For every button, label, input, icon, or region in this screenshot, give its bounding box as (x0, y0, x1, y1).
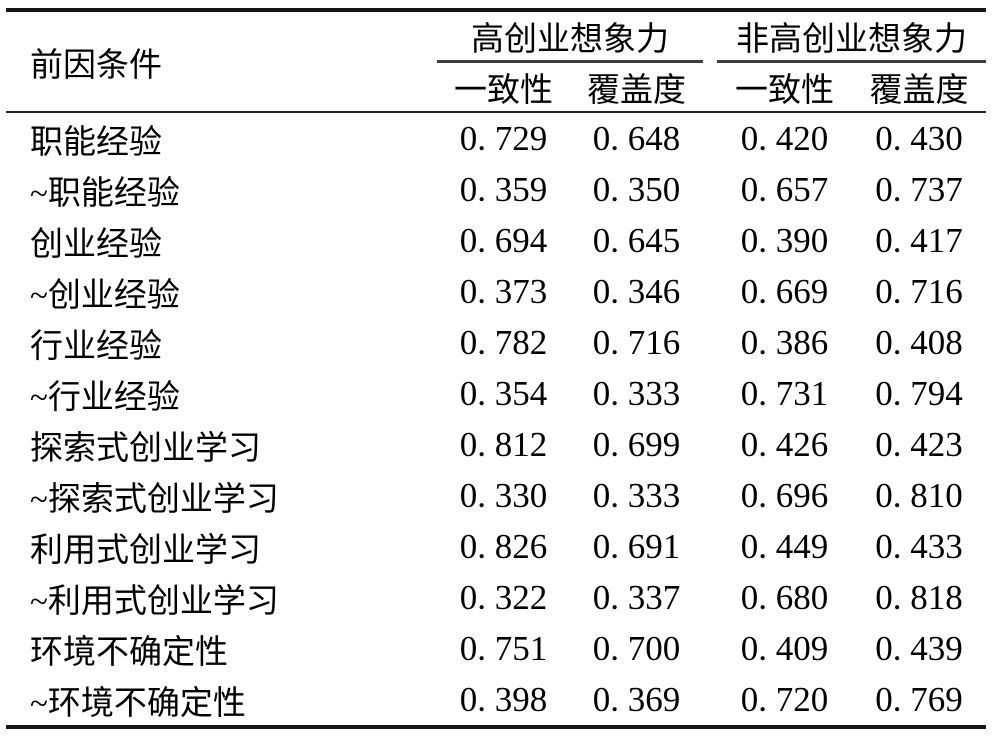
g2-consistency-value: 0. 669 (740, 271, 829, 311)
g1-coverage-value: 0. 346 (592, 271, 681, 311)
g2-consistency-value: 0. 386 (740, 322, 829, 362)
header-row-groups: 前因条件 高创业想象力 非高创业想象力 (6, 10, 986, 84)
condition-label: 行业经验 (30, 328, 162, 365)
column-gap-spacer (703, 368, 717, 419)
g2-consistency-value: 0. 390 (740, 220, 829, 260)
g1-coverage-value: 0. 369 (592, 679, 681, 719)
g2-consistency-value: 0. 731 (740, 373, 829, 413)
table-row: ~利用式创业学习 0. 322 0. 337 0. 680 0. 818 (6, 572, 986, 623)
g2-coverage-value: 0. 439 (875, 628, 963, 668)
subheader-g2-coverage: 覆盖度 (869, 73, 969, 109)
condition-label: ~创业经验 (30, 277, 180, 314)
condition-label: 利用式创业学习 (30, 532, 261, 569)
g1-consistency-value: 0. 359 (459, 169, 548, 209)
g2-coverage-value: 0. 423 (875, 424, 963, 464)
column-gap-spacer (703, 112, 717, 164)
column-gap-spacer (703, 521, 717, 572)
g1-consistency-value: 0. 398 (459, 679, 548, 719)
condition-label: 职能经验 (30, 124, 162, 161)
column-gap-spacer (703, 674, 717, 727)
column-gap-spacer (703, 164, 717, 215)
qca-results-table: 前因条件 高创业想象力 非高创业想象力 一致性 覆盖度 一致性 覆盖度 职能经验… (6, 8, 986, 729)
subheader-g2-consistency: 一致性 (735, 73, 834, 109)
g1-coverage-value: 0. 333 (592, 373, 681, 413)
g1-consistency-value: 0. 330 (459, 475, 548, 515)
column-gap-spacer (703, 266, 717, 317)
g2-coverage-value: 0. 794 (875, 373, 963, 413)
table-header: 前因条件 高创业想象力 非高创业想象力 一致性 覆盖度 一致性 覆盖度 (6, 10, 986, 112)
g1-consistency-value: 0. 751 (459, 628, 548, 668)
g2-coverage-value: 0. 433 (875, 526, 963, 566)
g1-coverage-value: 0. 648 (592, 118, 681, 158)
g2-coverage-value: 0. 716 (875, 271, 963, 311)
g2-coverage-value: 0. 417 (875, 220, 963, 260)
column-gap-spacer (703, 10, 717, 112)
group-header-high-imagination: 高创业想象力 (437, 10, 703, 63)
column-gap-spacer (703, 572, 717, 623)
g2-consistency-value: 0. 657 (740, 169, 829, 209)
g2-coverage-value: 0. 810 (875, 475, 963, 515)
group-header-non-high-imagination: 非高创业想象力 (717, 10, 986, 63)
condition-label: ~职能经验 (30, 175, 180, 212)
g2-coverage-value: 0. 769 (875, 679, 963, 719)
g2-consistency-value: 0. 680 (740, 577, 829, 617)
g1-consistency-value: 0. 322 (459, 577, 548, 617)
condition-label: ~环境不确定性 (30, 685, 246, 722)
g1-consistency-value: 0. 694 (459, 220, 548, 260)
table-body: 职能经验 0. 729 0. 648 0. 420 0. 430 ~职能经验 0… (6, 112, 986, 727)
subheader-g1-consistency: 一致性 (454, 73, 553, 109)
header-row-measures: 一致性 覆盖度 一致性 覆盖度 (6, 62, 986, 113)
g1-coverage-value: 0. 700 (592, 628, 681, 668)
antecedent-condition-header: 前因条件 (30, 47, 162, 84)
column-gap-spacer (703, 623, 717, 674)
g1-consistency-value: 0. 812 (459, 424, 548, 464)
table-row: 探索式创业学习 0. 812 0. 699 0. 426 0. 423 (6, 419, 986, 470)
g2-consistency-value: 0. 696 (740, 475, 829, 515)
table-row: 职能经验 0. 729 0. 648 0. 420 0. 430 (6, 112, 986, 164)
g1-coverage-value: 0. 716 (592, 322, 681, 362)
column-gap-spacer (703, 317, 717, 368)
column-gap-spacer (703, 419, 717, 470)
g1-coverage-value: 0. 350 (592, 169, 681, 209)
g1-coverage-value: 0. 699 (592, 424, 681, 464)
table-row: 利用式创业学习 0. 826 0. 691 0. 449 0. 433 (6, 521, 986, 572)
g2-coverage-value: 0. 430 (875, 118, 963, 158)
table-row: 环境不确定性 0. 751 0. 700 0. 409 0. 439 (6, 623, 986, 674)
g2-coverage-value: 0. 737 (875, 169, 963, 209)
g1-coverage-value: 0. 691 (592, 526, 681, 566)
condition-label: ~行业经验 (30, 379, 180, 416)
table-row: 行业经验 0. 782 0. 716 0. 386 0. 408 (6, 317, 986, 368)
table-row: ~创业经验 0. 373 0. 346 0. 669 0. 716 (6, 266, 986, 317)
g1-coverage-value: 0. 645 (592, 220, 681, 260)
table-row: ~环境不确定性 0. 398 0. 369 0. 720 0. 769 (6, 674, 986, 727)
g1-consistency-value: 0. 373 (459, 271, 548, 311)
condition-label: 环境不确定性 (30, 634, 228, 671)
g2-consistency-value: 0. 449 (740, 526, 829, 566)
table-row: ~行业经验 0. 354 0. 333 0. 731 0. 794 (6, 368, 986, 419)
condition-label: ~探索式创业学习 (30, 481, 279, 518)
column-gap-spacer (703, 470, 717, 521)
condition-label: 探索式创业学习 (30, 430, 261, 467)
g2-consistency-value: 0. 420 (740, 118, 829, 158)
g2-consistency-value: 0. 409 (740, 628, 829, 668)
g1-coverage-value: 0. 337 (592, 577, 681, 617)
g1-consistency-value: 0. 729 (459, 118, 548, 158)
column-gap-spacer (703, 215, 717, 266)
g2-coverage-value: 0. 408 (875, 322, 963, 362)
g1-coverage-value: 0. 333 (592, 475, 681, 515)
g2-coverage-value: 0. 818 (875, 577, 963, 617)
g1-consistency-value: 0. 826 (459, 526, 548, 566)
table-row: 创业经验 0. 694 0. 645 0. 390 0. 417 (6, 215, 986, 266)
condition-label: ~利用式创业学习 (30, 583, 279, 620)
table-row: ~探索式创业学习 0. 330 0. 333 0. 696 0. 810 (6, 470, 986, 521)
g2-consistency-value: 0. 426 (740, 424, 829, 464)
g1-consistency-value: 0. 354 (459, 373, 548, 413)
g2-consistency-value: 0. 720 (740, 679, 829, 719)
condition-label: 创业经验 (30, 226, 162, 263)
table-row: ~职能经验 0. 359 0. 350 0. 657 0. 737 (6, 164, 986, 215)
subheader-g1-coverage: 覆盖度 (587, 73, 686, 109)
g1-consistency-value: 0. 782 (459, 322, 548, 362)
